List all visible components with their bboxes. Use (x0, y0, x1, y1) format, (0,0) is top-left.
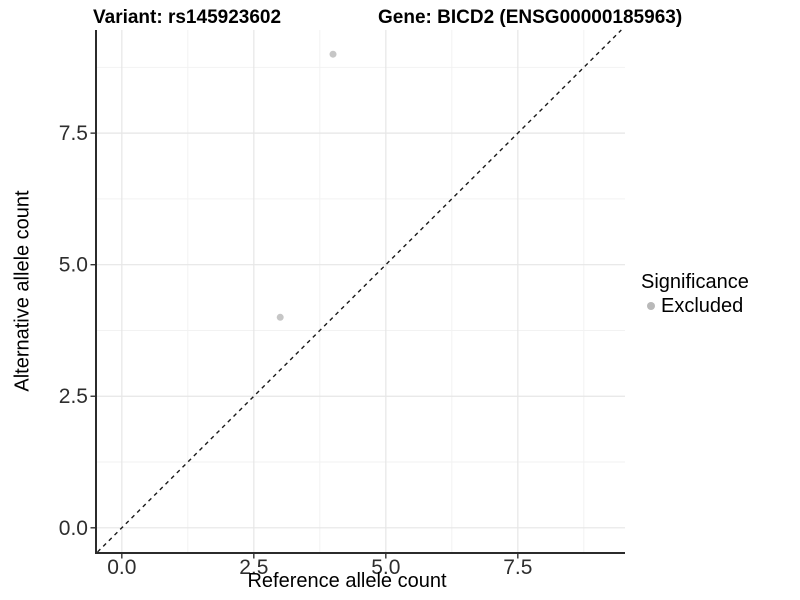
legend-item-label: Excluded (661, 295, 744, 317)
legend-point-icon (647, 302, 655, 310)
legend: Significance Excluded (641, 272, 749, 317)
gene-title: Gene: BICD2 (ENSG00000185963) (378, 7, 683, 28)
y-tick-label: 0.0 (59, 517, 88, 540)
data-point (276, 313, 284, 321)
x-tick-label: 7.5 (503, 556, 532, 579)
legend-item-excluded: Excluded (641, 295, 749, 317)
y-tick-label: 7.5 (59, 122, 88, 145)
identity-reference-line (97, 29, 622, 553)
variant-title: Variant: rs145923602 (93, 7, 282, 28)
legend-title: Significance (641, 271, 749, 293)
y-tick-label: 2.5 (59, 385, 88, 408)
x-tick-label: 0.0 (107, 556, 136, 579)
data-point (329, 50, 337, 58)
y-tick-label: 5.0 (59, 254, 88, 277)
x-tick-label: 5.0 (371, 556, 400, 579)
y-axis-title: Alternative allele count (11, 190, 34, 392)
x-axis-title: Reference allele count (247, 570, 447, 592)
x-tick-label: 2.5 (239, 556, 268, 579)
